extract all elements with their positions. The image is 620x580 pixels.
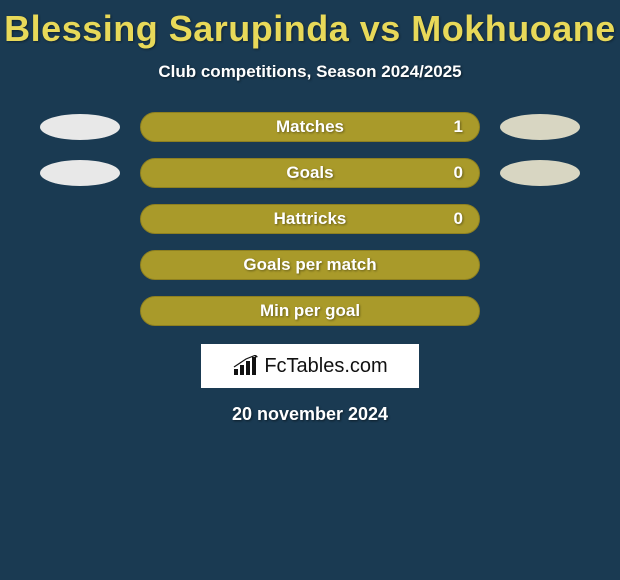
stat-row-goals: Goals 0 [0,158,620,188]
stat-label: Goals [286,163,333,183]
oval-placeholder [500,206,580,232]
stat-value: 0 [454,163,463,183]
oval-placeholder [40,206,120,232]
stat-value: 1 [454,117,463,137]
stat-row-goals-per-match: Goals per match [0,250,620,280]
player-left-oval [40,160,120,186]
oval-placeholder [500,252,580,278]
stat-bar: Goals 0 [140,158,480,188]
page-title: Blessing Sarupinda vs Mokhuoane [0,8,620,50]
stat-label: Matches [276,117,344,137]
oval-placeholder [500,298,580,324]
oval-placeholder [40,252,120,278]
stat-label: Goals per match [243,255,376,275]
stat-bar: Min per goal [140,296,480,326]
stat-value: 0 [454,209,463,229]
subtitle: Club competitions, Season 2024/2025 [0,62,620,82]
stat-bar: Hattricks 0 [140,204,480,234]
stat-bar: Goals per match [140,250,480,280]
oval-placeholder [40,298,120,324]
comparison-card: Blessing Sarupinda vs Mokhuoane Club com… [0,0,620,425]
stat-row-hattricks: Hattricks 0 [0,204,620,234]
player-left-oval [40,114,120,140]
stat-label: Hattricks [274,209,347,229]
stat-label: Min per goal [260,301,360,321]
player-right-oval [500,160,580,186]
logo-text: FcTables.com [264,355,387,378]
player-right-oval [500,114,580,140]
stat-row-min-per-goal: Min per goal [0,296,620,326]
stat-bar: Matches 1 [140,112,480,142]
logo-chart-icon [232,355,260,377]
date: 20 november 2024 [0,404,620,425]
logo: FcTables.com [201,344,419,388]
stat-row-matches: Matches 1 [0,112,620,142]
